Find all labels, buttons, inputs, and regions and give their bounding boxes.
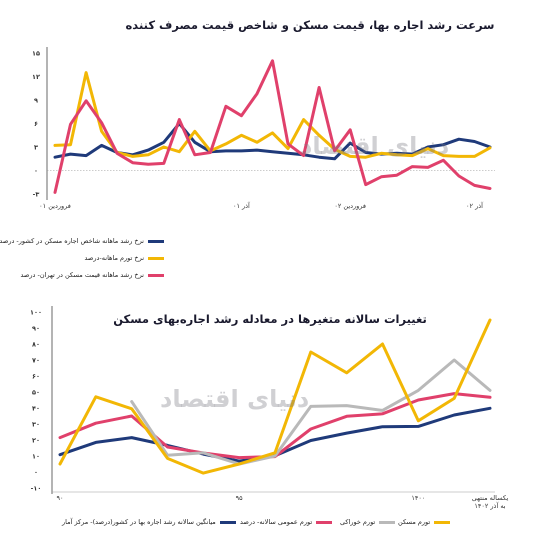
legend-item-food-inflation: تورم خوراکی (340, 518, 396, 526)
legend-swatch (148, 273, 164, 277)
chart1-series-1 (53, 71, 492, 159)
x-tick-label: فروردین ۰۲ (334, 202, 366, 210)
y-tick-label: ۱۰۰ (30, 309, 42, 317)
chart2-series-2 (130, 358, 492, 466)
y-tick-label: ۰ (34, 469, 38, 477)
y-tick-label: ۶ (34, 120, 38, 128)
chart1-series-2 (53, 59, 492, 194)
y-tick-label: ۸۰ (32, 341, 40, 349)
chart2-title: تغییرات سالانه متغیرها در معادله رشد اجا… (113, 312, 427, 326)
watermark-2: دنیای اقتصاد (160, 385, 310, 413)
watermark-1: دنیای اقتصاد (300, 132, 450, 160)
chart2-series-3 (58, 318, 492, 475)
y-tick-label: ۵۰ (32, 389, 40, 397)
legend-item-rent-growth: میانگین سالانه رشد اجاره بها در کشور(درص… (62, 518, 236, 526)
y-tick-label: ۰ (34, 167, 38, 175)
y-tick-label: ۴۰ (32, 405, 40, 413)
x-tick-label: ۹۰ (57, 494, 64, 502)
x-tick-label: آذر ۰۲ (466, 201, 484, 210)
legend-swatch (148, 239, 164, 243)
y-tick-label: ۶۰ (32, 373, 40, 381)
legend-label: نرخ رشد ماهانه شاخص اجاره مسکن در کشور- … (0, 237, 144, 245)
legend-label: نرخ رشد ماهانه قیمت مسکن در تهران- درصد (20, 271, 144, 279)
legend-item-housing-inflation: تورم مسکن (398, 518, 451, 526)
legend-swatch (434, 520, 451, 524)
y-tick-label: ۹۰ (32, 325, 40, 333)
x-tick-label: ۱۴۰۰ (411, 494, 425, 502)
y-tick-label: ۹ (34, 97, 38, 105)
y-tick-label: ۱۲ (32, 73, 40, 81)
legend-label: نرخ تورم ماهانه-درصد (84, 254, 144, 262)
y-tick-label: ۲۰ (32, 437, 40, 445)
legend-swatch (148, 256, 164, 260)
legend-item-housing-tehran: نرخ رشد ماهانه قیمت مسکن در تهران- درصد (20, 271, 164, 279)
y-tick-label: ۱۰ (32, 453, 40, 461)
y-tick-label: -۱۰ (31, 485, 42, 493)
y-tick-label: ۱۵ (32, 50, 40, 58)
legend-swatch (379, 520, 396, 524)
legend-label: تورم عمومی سالانه- درصد (240, 518, 313, 526)
legend-item-general-inflation: تورم عمومی سالانه- درصد (240, 518, 333, 526)
legend-item-inflation: نرخ تورم ماهانه-درصد (84, 254, 164, 262)
legend-item-rent-national: نرخ رشد ماهانه شاخص اجاره مسکن در کشور- … (0, 237, 164, 245)
chart1-title: سرعت رشد اجاره بها، قیمت مسکن و شاخص قیم… (125, 18, 495, 32)
legend-label: تورم مسکن (398, 518, 431, 526)
y-tick-label: ۳۰ (32, 421, 40, 429)
legend-label: میانگین سالانه رشد اجاره بها در کشور(درص… (62, 518, 216, 526)
legend-label: تورم خوراکی (340, 518, 376, 526)
x-tick-label: ۹۵ (236, 494, 243, 502)
legend-swatch (316, 520, 333, 524)
y-tick-label: ۷۰ (32, 357, 40, 365)
legend-swatch (219, 520, 236, 524)
y-tick-label: ۳ (34, 144, 38, 152)
x-tick-label: فروردین ۰۱ (39, 202, 71, 210)
y-tick-label: -۳ (33, 191, 40, 199)
x-tick-label: یکساله منتهی به آذر ۱۴۰۲ (472, 494, 509, 510)
x-tick-label: آذر ۰۱ (233, 201, 251, 210)
